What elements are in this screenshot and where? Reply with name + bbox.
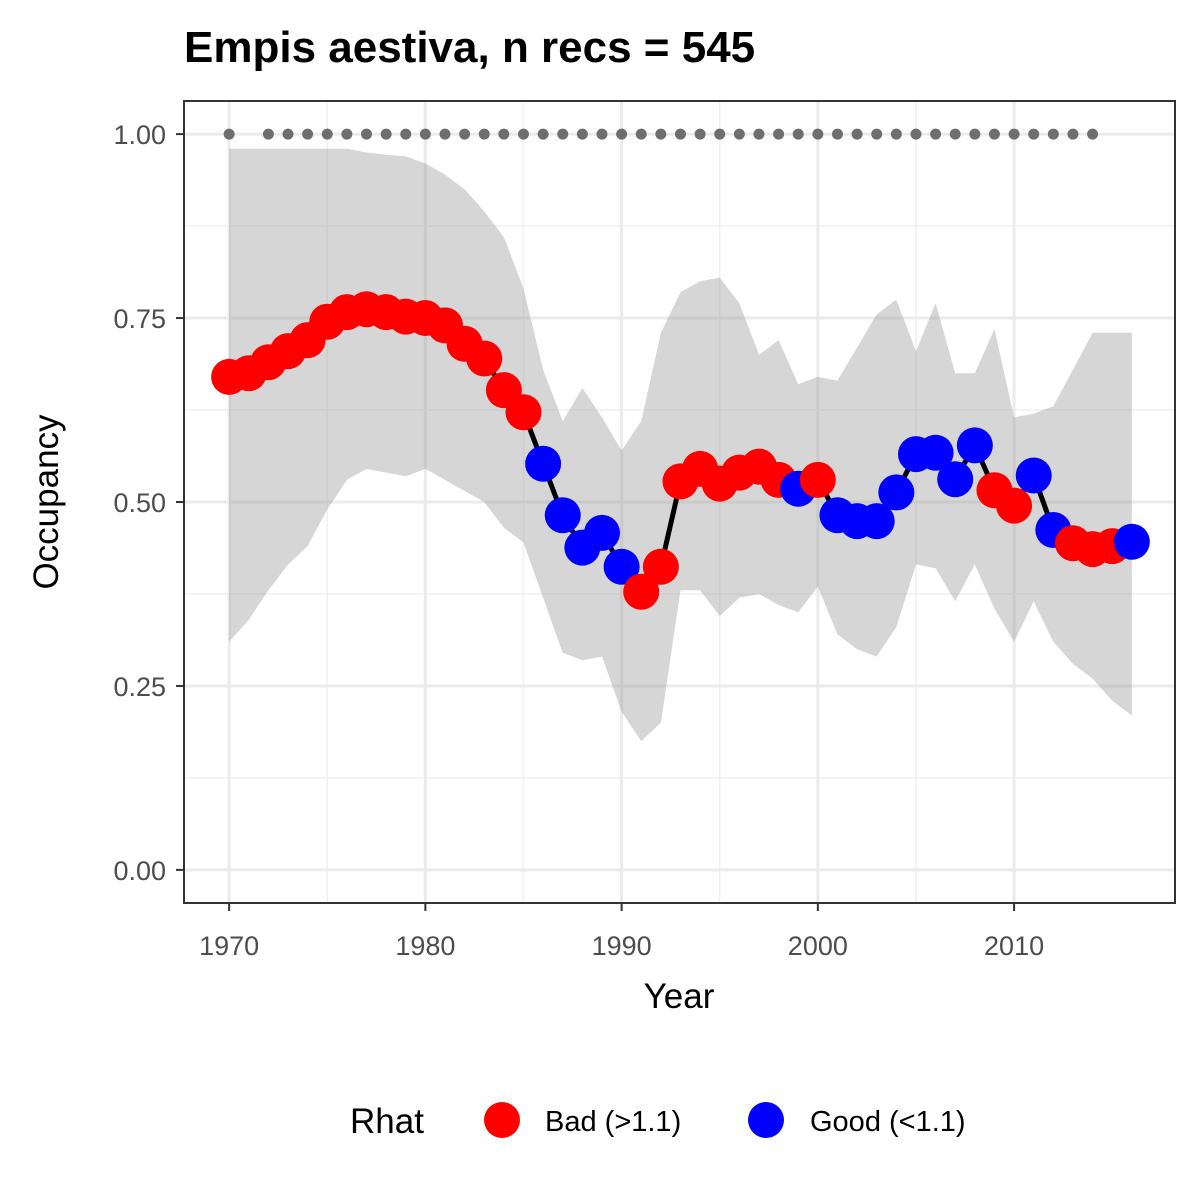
- reference-dot: [773, 128, 785, 140]
- reference-dot: [576, 128, 588, 140]
- occupancy-point-bad: [466, 340, 503, 377]
- reference-dot: [910, 128, 922, 140]
- reference-dot: [439, 128, 451, 140]
- reference-dot: [478, 128, 490, 140]
- occupancy-point-good: [937, 461, 974, 498]
- chart-title: Empis aestiva, n recs = 545: [184, 23, 755, 72]
- occupancy-point-bad: [642, 548, 679, 585]
- y-tick-label: 0.75: [113, 304, 166, 334]
- y-axis-ticks: 0.00 0.25 0.50 0.75 1.00: [113, 120, 184, 886]
- legend-label-good: Good (<1.1): [810, 1106, 966, 1138]
- reference-dot: [1047, 128, 1059, 140]
- x-tick-label: 1980: [395, 931, 455, 961]
- reference-dot: [302, 128, 314, 140]
- reference-dot: [537, 128, 549, 140]
- occupancy-point-good: [1113, 523, 1150, 560]
- legend-key-good: [748, 1102, 784, 1138]
- reference-dot: [635, 128, 647, 140]
- occupancy-point-bad: [505, 394, 542, 431]
- reference-dot: [714, 128, 726, 140]
- reference-dot: [400, 128, 412, 140]
- occupancy-point-good: [583, 514, 620, 551]
- confidence-ribbon: [229, 148, 1132, 742]
- legend: Rhat Bad (>1.1) Good (<1.1): [350, 1102, 966, 1141]
- legend-label-bad: Bad (>1.1): [545, 1106, 681, 1138]
- x-axis-title: Year: [644, 977, 715, 1016]
- occupancy-point-good: [858, 503, 895, 540]
- reference-dot: [321, 128, 333, 140]
- occupancy-point-good: [917, 434, 954, 471]
- y-tick-label: 0.50: [113, 488, 166, 518]
- reference-dot: [988, 128, 1000, 140]
- reference-dot: [282, 128, 294, 140]
- reference-dot: [890, 128, 902, 140]
- reference-dot: [223, 128, 235, 140]
- occupancy-point-good: [878, 474, 915, 511]
- occupancy-point-bad: [799, 461, 836, 498]
- reference-dot: [1067, 128, 1079, 140]
- reference-dot: [792, 128, 804, 140]
- x-tick-label: 1990: [592, 931, 652, 961]
- reference-dot: [517, 128, 529, 140]
- occupancy-point-bad: [996, 487, 1033, 524]
- reference-dot: [596, 128, 608, 140]
- reference-dot: [1087, 128, 1099, 140]
- reference-dot: [361, 128, 373, 140]
- x-axis-ticks: 1970 1980 1990 2000 2010: [199, 903, 1044, 961]
- occupancy-point-good: [956, 427, 993, 464]
- reference-dot: [831, 128, 843, 140]
- reference-dot: [753, 128, 765, 140]
- legend-key-bad: [484, 1102, 520, 1138]
- reference-dot: [341, 128, 353, 140]
- y-tick-label: 0.25: [113, 672, 166, 702]
- occupancy-point-good: [544, 497, 581, 534]
- legend-title: Rhat: [350, 1102, 424, 1141]
- reference-dot: [498, 128, 510, 140]
- reference-dot: [459, 128, 471, 140]
- reference-dot: [969, 128, 981, 140]
- reference-dot: [616, 128, 628, 140]
- reference-dot: [733, 128, 745, 140]
- reference-dot: [419, 128, 431, 140]
- reference-dot: [871, 128, 883, 140]
- x-tick-label: 2000: [788, 931, 848, 961]
- y-tick-label: 0.00: [113, 856, 166, 886]
- reference-dot: [380, 128, 392, 140]
- reference-dot: [674, 128, 686, 140]
- x-tick-label: 2010: [984, 931, 1044, 961]
- confidence-ribbon-layer: [229, 148, 1132, 742]
- reference-dot: [1028, 128, 1040, 140]
- reference-dot: [949, 128, 961, 140]
- reference-dot: [262, 128, 274, 140]
- occupancy-point-bad: [623, 573, 660, 610]
- reference-dot: [1008, 128, 1020, 140]
- reference-dot: [557, 128, 569, 140]
- y-axis-title: Occupancy: [27, 414, 66, 590]
- reference-dots-layer: [223, 128, 1099, 140]
- reference-dot: [812, 128, 824, 140]
- reference-dot: [694, 128, 706, 140]
- x-tick-label: 1970: [199, 931, 259, 961]
- occupancy-point-good: [525, 445, 562, 482]
- reference-dot: [655, 128, 667, 140]
- occupancy-point-good: [603, 548, 640, 585]
- occupancy-points-layer: [211, 291, 1150, 610]
- reference-dot: [930, 128, 942, 140]
- occupancy-point-good: [1015, 457, 1052, 494]
- reference-dot: [851, 128, 863, 140]
- y-tick-label: 1.00: [113, 120, 166, 150]
